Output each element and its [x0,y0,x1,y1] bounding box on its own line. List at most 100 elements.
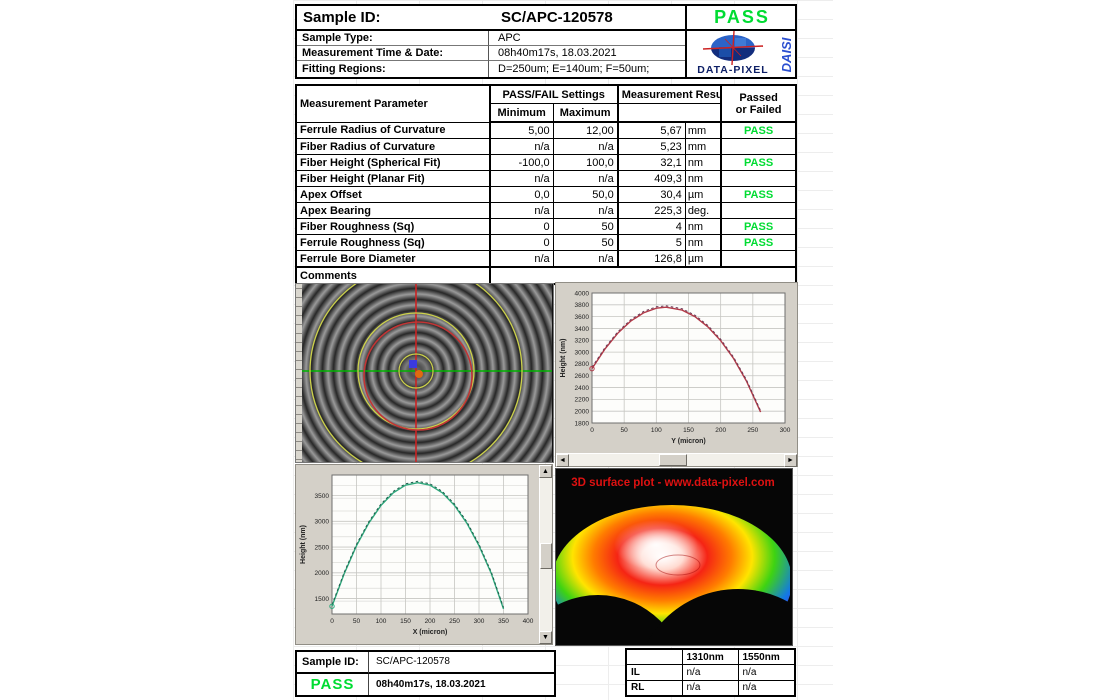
curve-start-marker [329,603,335,609]
interferogram-overlay [302,284,552,462]
row-status: PASS [720,234,797,251]
result-value: 225,3 [617,202,686,219]
maximum-value: 50,0 [552,186,619,203]
header-table: Sample ID: SC/APC-120578 PASS Sample Typ… [295,4,797,79]
maximum-value: n/a [552,250,619,268]
surface-plot-panel: 3D surface plot - www.data-pixel.com [510,468,842,700]
measurement-row: Ferrule Roughness (Sq) 0 50 5 nm PASS [295,234,797,251]
measurement-time-value: 08h40m17s, 18.03.2021 [489,46,685,61]
y-tick-label: 2400 [575,385,590,392]
y-tick-label: 2800 [575,361,590,368]
comments-row: Comments [295,266,797,285]
col-header-passed: Passed or Failed [720,84,797,123]
x-profile-chart: 0 50 100 150 200 250 300 350 400 1500 2000 2500 3000… [296,465,540,644]
parameter-name: Apex Offset [295,186,491,203]
fiber-center-marker [409,360,417,368]
x-profile-chart-panel: 0 50 100 150 200 250 300 350 400 1500 2000 2500 3000… [295,464,553,645]
parameter-name: Ferrule Bore Diameter [295,250,491,268]
y-tick-label: 3400 [575,326,590,333]
parameter-name: Fiber Roughness (Sq) [295,218,491,235]
result-unit: mm [684,121,723,139]
parameter-name: Fiber Radius of Curvature [295,138,491,155]
y-tick-label: 3000 [575,349,590,356]
col-header-parameter: Measurement Parameter [295,84,491,123]
parameter-name: Ferrule Roughness (Sq) [295,234,491,251]
rl-1310-value: n/a [681,679,739,697]
fitting-region-circle-outer [309,284,523,462]
measurement-row: Fiber Height (Planar Fit) n/a n/a 409,3 nm [295,170,797,187]
row-status: PASS [720,154,797,171]
scroll-right-button[interactable]: ► [784,454,797,467]
y-tick-label: 3000 [315,519,330,526]
fitting-regions-label: Fitting Regions: [297,61,489,77]
profile-fit-curve [331,481,505,610]
col-header-settings: PASS/FAIL Settings [489,84,619,104]
x-tick-label: 350 [498,618,509,625]
x-tick-label: 400 [523,618,534,625]
x-tick-label: 200 [425,618,436,625]
scrollbar-thumb[interactable] [659,454,687,466]
data-pixel-logo-graphic: DATA-PIXEL DAISI [697,30,794,76]
parameter-name: Fiber Height (Spherical Fit) [295,154,491,171]
measurement-row: Fiber Height (Spherical Fit) -100,0 100,0 3… [295,154,797,171]
plot-frame [331,474,529,615]
y-tick-label: 3200 [575,338,590,345]
wavelength-1550-header: 1550nm [737,648,796,666]
x-tick-label: 250 [449,618,460,625]
minimum-value: n/a [489,138,554,155]
y-tick-label: 3600 [575,314,590,321]
logo-product-text: DAISI [779,37,794,72]
y-tick-label: 2200 [575,397,590,404]
y-tick-label: 3500 [315,493,330,500]
measurement-time-label: Measurement Time & Date: [297,46,489,61]
footer-sample-id-value: SC/APC-120578 [369,652,554,674]
fitting-region-circle-middle [357,312,475,430]
result-unit: µm [684,186,723,203]
result-value: 5,23 [617,138,686,155]
minimum-value: 5,00 [489,121,554,139]
scroll-up-button[interactable]: ▲ [539,465,552,478]
minimum-value: -100,0 [489,154,554,171]
surface-plot-title: 3D surface plot - www.data-pixel.com [571,477,774,489]
x-tick-label: 150 [683,427,694,434]
minimum-value: 0,0 [489,186,554,203]
x-tick-label: 100 [651,427,662,434]
x-axis-title: Y (micron) [671,438,706,445]
x-tick-label: 0 [330,618,334,625]
row-status: PASS [720,121,797,139]
maximum-value: n/a [552,202,619,219]
result-unit: nm [684,170,723,187]
scroll-down-button[interactable]: ▼ [539,631,552,644]
apex-marker [415,370,423,378]
y-profile-horizontal-scrollbar[interactable]: ◄ ► [556,453,797,467]
row-status [720,138,797,155]
y-profile-chart-panel: 0 50 100 150 200 250 300 1800 2000 2200 2400 2600 28… [555,282,798,467]
fitting-regions-value: D=250um; E=140um; F=50um; [498,63,650,75]
x-tick-label: 150 [400,618,411,625]
maximum-value: n/a [552,138,619,155]
measurement-table: Measurement Parameter PASS/FAIL Settings… [295,84,797,285]
x-profile-vertical-scrollbar[interactable]: ▲ ▼ [539,465,552,644]
scroll-left-button[interactable]: ◄ [556,454,569,467]
footer-datetime: 08h40m17s, 18.03.2021 [376,678,486,690]
parameter-name: Apex Bearing [295,202,491,219]
il-1310-value: n/a [681,664,739,681]
row-status: PASS [720,186,797,203]
scrollbar-thumb[interactable] [540,543,552,569]
result-unit: µm [684,250,723,268]
result-value: 5 [617,234,686,251]
y-tick-label: 2600 [575,373,590,380]
surface-plot-graphic: 3D surface plot - www.data-pixel.com [510,469,842,700]
footer-summary-box: Sample ID: SC/APC-120578 PASS 08h40m17s,… [295,650,556,697]
x-tick-label: 300 [780,427,791,434]
plot-frame [591,292,786,424]
x-tick-label: 50 [353,618,361,625]
maximum-value: 50 [552,218,619,235]
rl-1550-value: n/a [737,679,796,697]
minimum-value: n/a [489,170,554,187]
sample-id-label: Sample ID: [297,6,489,31]
x-tick-label: 50 [621,427,629,434]
result-unit: nm [684,234,723,251]
result-unit: nm [684,218,723,235]
sample-type-label: Sample Type: [297,31,489,46]
